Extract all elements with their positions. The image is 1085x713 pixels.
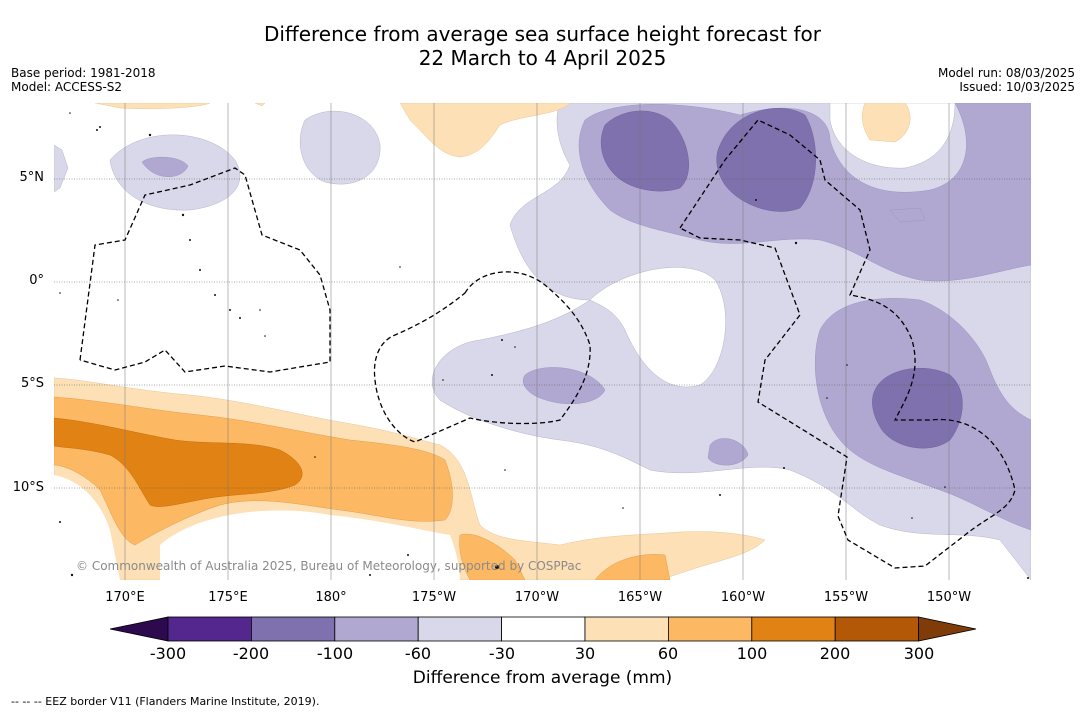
lat-label: 0° xyxy=(29,273,44,288)
lon-label: 155°W xyxy=(823,590,869,605)
lon-label: 175°W xyxy=(411,590,457,605)
colorbar-tick-label: -60 xyxy=(404,644,432,663)
graticule xyxy=(54,178,1031,489)
colorbar-bin xyxy=(834,616,920,642)
islands xyxy=(59,112,1029,579)
colorbar-tick-label: 30 xyxy=(574,644,596,663)
lat-label: 5°S xyxy=(20,376,44,391)
colorbar-extend-high xyxy=(918,616,977,642)
anomaly-band-neg200-neg100 xyxy=(600,108,963,449)
meta-left: Base period: 1981-2018 Model: ACCESS-S2 xyxy=(11,66,156,94)
eez-borders xyxy=(79,119,1016,569)
base-period: Base period: 1981-2018 xyxy=(11,66,156,80)
lon-label: 165°W xyxy=(617,590,663,605)
lat-label: 5°N xyxy=(19,170,45,185)
colorbar-tick-label: -200 xyxy=(232,644,270,663)
colorbar-tick-label: 100 xyxy=(736,644,768,663)
map-title: Difference from average sea surface heig… xyxy=(0,22,1085,70)
title-line-2: 22 March to 4 April 2025 xyxy=(418,46,667,70)
lat-label: 10°S xyxy=(12,480,44,495)
colorbar-bin xyxy=(417,616,503,642)
colorbar-bin xyxy=(334,616,419,642)
lon-label: 170°W xyxy=(514,590,560,605)
colorbar-bin xyxy=(584,616,669,642)
colorbar-tick-label: -100 xyxy=(316,644,354,663)
colorbar xyxy=(109,616,977,642)
colorbar-tick-label: -300 xyxy=(149,644,187,663)
sea-height-anomaly-map xyxy=(54,103,1031,580)
model-run: Model run: 08/03/2025 xyxy=(937,66,1075,80)
colorbar-bin xyxy=(250,616,336,642)
lon-label: 150°W xyxy=(926,590,972,605)
colorbar-bin xyxy=(167,616,252,642)
lon-label: 170°E xyxy=(105,590,145,605)
anomaly-gap-neutral xyxy=(54,475,460,580)
model-name: Model: ACCESS-S2 xyxy=(11,80,123,94)
colorbar-bin xyxy=(501,616,586,642)
colorbar-bin xyxy=(751,616,836,642)
copyright-notice: © Commonwealth of Australia 2025, Bureau… xyxy=(76,559,582,573)
eez-footnote: -- -- -- EEZ border V11 (Flanders Marine… xyxy=(11,695,320,708)
lon-label: 160°W xyxy=(720,590,766,605)
anomaly-band-100-200 xyxy=(54,417,303,507)
meridians xyxy=(124,103,950,580)
lon-label: 175°E xyxy=(208,590,248,605)
colorbar-tick-label: 60 xyxy=(657,644,679,663)
colorbar-bin xyxy=(668,616,753,642)
issued-date: Issued: 10/03/2025 xyxy=(959,80,1075,94)
title-line-1: Difference from average sea surface heig… xyxy=(263,22,822,46)
colorbar-tick-label: 300 xyxy=(903,644,935,663)
colorbar-tick-label: -30 xyxy=(488,644,516,663)
meta-right: Model run: 08/03/2025 Issued: 10/03/2025 xyxy=(938,66,1075,94)
colorbar-title: Difference from average (mm) xyxy=(412,668,673,688)
colorbar-tick-label: 200 xyxy=(819,644,851,663)
lon-label: 180° xyxy=(315,590,347,605)
colorbar-extend-low xyxy=(109,616,169,642)
